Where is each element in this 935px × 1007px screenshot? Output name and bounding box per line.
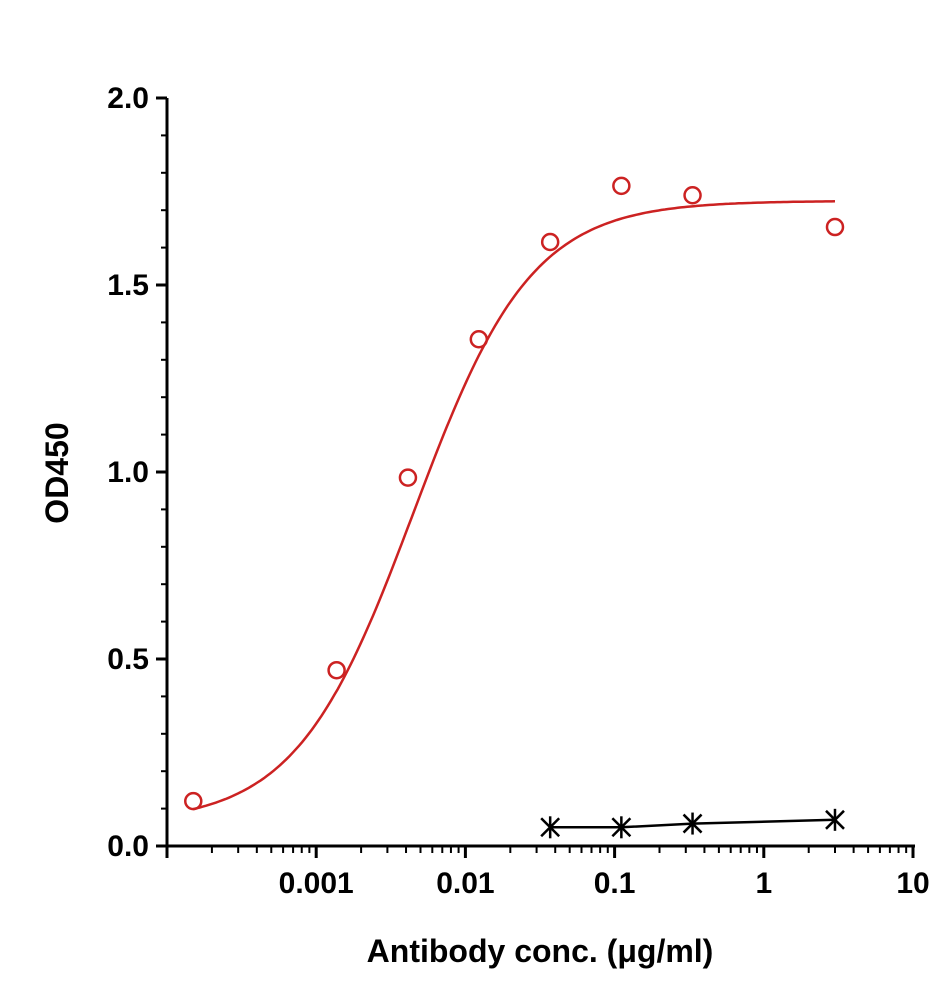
data-point	[612, 176, 631, 196]
x-axis-title: Antibody conc. (μg/ml)	[367, 933, 714, 969]
y-tick-label: 0.0	[107, 830, 149, 863]
asterisk-point	[540, 816, 561, 839]
x-tick-label: 10	[896, 867, 929, 900]
control-series-line	[550, 818, 836, 829]
asterisk-point	[682, 812, 703, 835]
y-tick-label: 0.5	[107, 643, 149, 676]
y-tick-label: 1.0	[107, 456, 149, 489]
y-axis-title: OD450	[39, 422, 75, 523]
data-point	[825, 217, 845, 237]
asterisk-point	[611, 816, 632, 839]
y-tick-label: 2.0	[107, 82, 149, 115]
y-tick-label: 1.5	[107, 269, 149, 302]
fit-curve-line	[192, 200, 836, 811]
axes: 0.0 0.5 1.0 1.5 2.0 0.001 0.01 0.1 1 10	[107, 82, 929, 900]
data-point	[327, 660, 346, 680]
data-point	[683, 185, 702, 205]
data-point	[469, 329, 489, 349]
asterisk-point	[825, 808, 845, 831]
x-tick-label: 0.01	[436, 867, 494, 900]
x-tick-label: 0.001	[279, 867, 354, 900]
data-point	[398, 468, 418, 487]
x-tick-label: 1	[755, 867, 772, 900]
fit-curves	[192, 200, 836, 829]
data-point	[540, 232, 560, 252]
x-tick-label: 0.1	[594, 867, 636, 900]
data-points	[184, 176, 845, 839]
data-point	[184, 791, 203, 811]
